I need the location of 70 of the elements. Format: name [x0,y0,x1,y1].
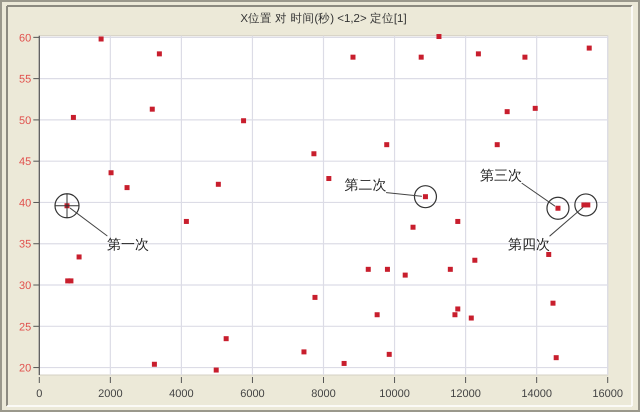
y-tick-label: 25 [19,321,32,334]
point [386,352,392,357]
x-tick-label: 6000 [240,388,265,400]
point [452,312,458,318]
y-tick-label: 40 [19,197,32,210]
point [156,51,162,56]
point [70,114,76,120]
point [214,368,219,373]
point [152,362,157,367]
y-tick-label: 55 [19,74,32,86]
point [301,349,306,354]
point [184,218,189,224]
point [216,182,221,187]
point [504,109,510,114]
annotation: 第一次 [107,236,150,252]
annotation: 第二次 [344,176,438,208]
point [312,294,318,300]
point [384,266,390,272]
y-tick-label: 35 [19,238,32,251]
x-tick-label: 0 [36,388,42,400]
point [98,36,104,42]
point [455,218,460,224]
point [241,118,246,124]
point [550,300,556,306]
point [586,46,592,51]
chart-title: X位置 对 时间(秒) <1,2> 定位[1] [240,11,407,25]
annotation: 第三次 [480,167,522,184]
annotation: 第一次 [54,193,149,252]
x-tick-label: 14000 [521,388,552,400]
y-tick-label: 20 [19,362,32,375]
annotation: 第二次 [344,176,386,193]
x-tick-label: 16000 [592,388,623,400]
point [554,355,559,360]
point [108,170,114,176]
annotation: 第四次 [508,236,550,252]
point [448,266,453,272]
point [522,54,528,60]
point [418,54,424,60]
point [342,360,347,366]
point [350,54,356,60]
point [585,202,590,208]
point [532,106,538,111]
point [402,272,408,278]
x-tick-label: 8000 [311,388,336,400]
x-tick-label: 10000 [379,388,410,400]
point [546,252,552,257]
point [476,51,481,56]
point [455,306,460,312]
point [124,185,130,190]
point [366,266,371,272]
point [150,106,155,112]
x-tick-label: 4000 [169,388,194,400]
point [224,336,229,342]
point [326,176,332,182]
point [410,224,416,230]
x-tick-label: 12000 [450,388,481,400]
point [76,254,82,260]
point [384,142,390,148]
point [68,278,74,284]
point [436,34,442,40]
point [494,142,500,148]
y-tick-label: 30 [19,280,32,292]
y-tick-label: 50 [19,114,32,127]
point [468,316,474,321]
point [311,151,316,156]
point [472,258,478,263]
point [374,312,380,318]
y-tick-label: 45 [19,156,32,168]
y-tick-label: 60 [19,32,32,44]
x-tick-label: 2000 [98,388,123,400]
